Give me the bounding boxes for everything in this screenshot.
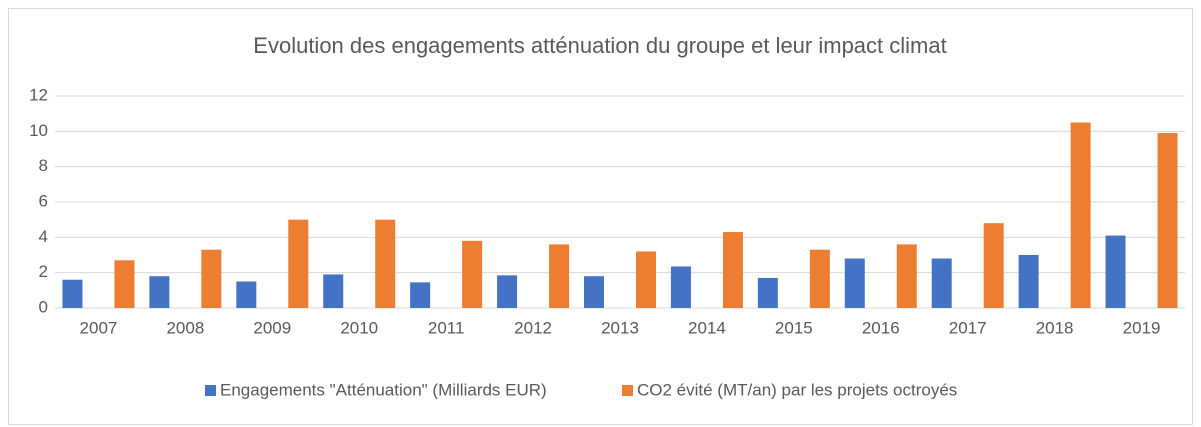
- y-tick-label: 8: [39, 156, 48, 175]
- bar: [149, 276, 170, 308]
- x-tick-label: 2013: [601, 318, 639, 337]
- bar: [62, 279, 83, 308]
- bar: [323, 274, 344, 308]
- x-tick-label: 2015: [775, 318, 813, 337]
- legend-swatch: [205, 385, 216, 396]
- x-tick-label: 2014: [688, 318, 726, 337]
- bar: [1105, 235, 1126, 308]
- x-tick-label: 2011: [428, 318, 465, 337]
- x-tick-label: 2010: [340, 318, 378, 337]
- bar: [201, 249, 222, 308]
- bar: [497, 275, 518, 308]
- bar: [757, 277, 778, 308]
- bar: [236, 281, 257, 308]
- x-tick-label: 2007: [80, 318, 118, 337]
- bar: [722, 232, 743, 308]
- x-tick-label: 2019: [1123, 318, 1161, 337]
- x-tick-label: 2018: [1036, 318, 1074, 337]
- bar: [844, 258, 865, 308]
- bar: [896, 244, 917, 308]
- bar: [584, 276, 604, 308]
- x-tick-label: 2012: [514, 318, 552, 337]
- y-tick-label: 6: [39, 191, 48, 210]
- chart-title: Evolution des engagements atténuation du…: [253, 33, 946, 58]
- x-tick-label: 2017: [949, 318, 987, 337]
- bar: [983, 223, 1004, 308]
- chart-frame: [8, 8, 1193, 425]
- bar: [931, 258, 952, 308]
- x-tick-label: 2008: [166, 318, 204, 337]
- legend-label: Engagements "Atténuation" (Milliards EUR…: [220, 380, 547, 399]
- legend-label: CO2 évité (MT/an) par les projets octroy…: [637, 380, 957, 399]
- bar: [375, 219, 396, 308]
- bar: [288, 219, 309, 308]
- bar: [670, 266, 691, 308]
- y-tick-label: 0: [39, 297, 48, 316]
- bar: [1018, 255, 1039, 308]
- bar: [114, 260, 135, 308]
- legend-swatch: [622, 385, 633, 396]
- y-tick-label: 2: [39, 262, 48, 281]
- bar: [1157, 133, 1178, 308]
- bar: [636, 251, 656, 308]
- x-tick-label: 2009: [253, 318, 291, 337]
- bar: [549, 244, 570, 308]
- y-tick-label: 10: [29, 121, 48, 140]
- bar: [1070, 122, 1091, 308]
- y-tick-label: 4: [39, 227, 48, 246]
- y-tick-label: 12: [29, 85, 48, 104]
- bar: [809, 249, 830, 308]
- x-tick-label: 2016: [862, 318, 900, 337]
- bar: [410, 282, 431, 308]
- bar: [462, 240, 483, 308]
